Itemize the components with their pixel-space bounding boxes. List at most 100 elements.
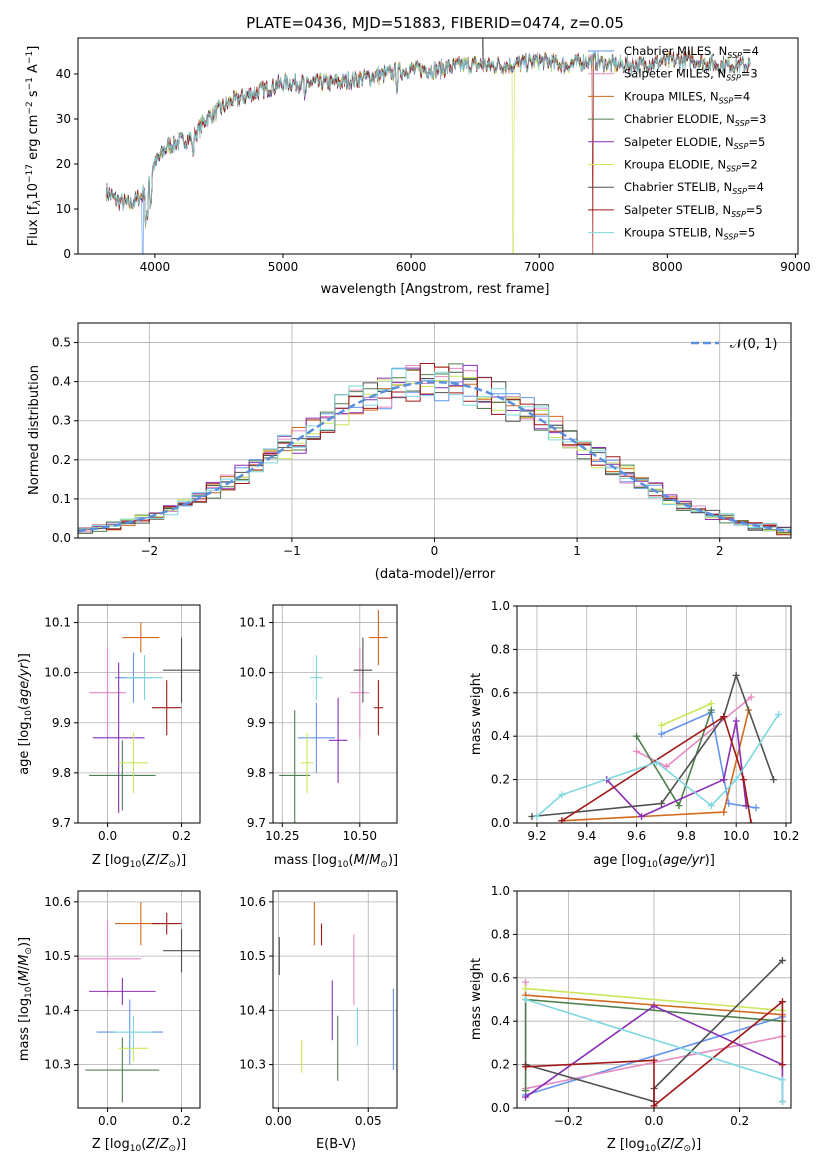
weight-line [561,715,752,823]
plus-marker [732,671,740,679]
plus-marker [522,1087,530,1095]
legend-label: Chabrier MILES, NSSP=4 [624,44,759,60]
y-tick-label: 1.0 [491,599,510,613]
plus-marker [558,817,566,823]
y-tick-label: 10 [56,202,71,216]
y-tick-label: 0.3 [52,414,71,428]
axes-frame [77,322,792,539]
y-tick-label: 10.5 [239,949,266,963]
plus-marker [522,985,530,993]
weight-line [525,1016,783,1096]
plus-marker [720,713,728,721]
axes-frame [77,37,799,255]
x-tick-label: 10.0 [723,829,750,843]
x-tick-label: 9.8 [677,829,696,843]
plus-marker [720,808,728,816]
y-tick-label: 0.6 [491,686,510,700]
x-axis-label: wavelength [Angstrom, rest frame] [321,282,550,297]
x-tick-label: 9000 [780,260,811,274]
histogram-steps [78,368,791,530]
x-tick-label: −1 [283,544,301,558]
plus-marker [638,812,646,820]
x-axis-label: E(B-V) [316,1137,356,1152]
x-axis-label: Z [log10(Z/Z⊙)] [92,1137,186,1154]
y-tick-label: 10.6 [239,895,266,909]
y-tick-label: 1.0 [491,884,510,898]
plus-marker [633,747,641,755]
y-tick-label: 0.2 [52,453,71,467]
axes-spectrum: 4000 5000 6000 7000 8000 9000 0 10 20 30 40 [56,37,811,274]
y-tick-label: 10.4 [239,1003,266,1017]
plot-area [528,671,783,823]
y-tick-label: 9.7 [247,816,266,830]
y-tick-label: 0.8 [491,642,510,656]
plus-marker [675,802,683,810]
x-tick-label: 0.2 [172,1114,191,1128]
weight-line [525,987,783,1012]
legend-label: Salpeter ELODIE, NSSP=5 [624,135,765,151]
plus-marker [707,700,715,708]
axes-frame [516,605,792,824]
x-tick-label: 0 [431,544,439,558]
axes-age-vs-mass: 10.25 10.50 9.7 9.8 9.9 10.0 10.1 [239,604,398,843]
plot-area [522,956,786,1108]
plus-marker [778,1061,786,1069]
y-tick-label: 0.8 [491,927,510,941]
axes-frame [77,890,201,1109]
plus-marker [747,819,755,823]
plus-marker [740,776,748,784]
y-axis-label: Normed distribution [27,365,42,495]
weight-line [661,711,757,809]
axes-mass-vs-Z: 0.0 0.2 10.3 10.4 10.5 10.6 [44,890,201,1128]
y-tick-label: 10.5 [44,949,71,963]
x-tick-label: 0.0 [644,1114,663,1128]
y-tick-label: 10.1 [44,616,71,630]
plot-area [78,901,200,1103]
legend-label: Kroupa STELIB, NSSP=5 [624,226,755,242]
weight-line [661,702,712,727]
plus-marker [533,812,541,820]
x-tick-label: 9.2 [527,829,546,843]
x-tick-label: 9.6 [627,829,646,843]
y-tick-label: 0.4 [491,729,510,743]
y-axis-label: age [log10(age/yr)] [17,653,34,775]
legend-label: Kroupa ELODIE, NSSP=2 [624,158,758,174]
plus-marker [752,804,760,812]
legend-label: Chabrier ELODIE, NSSP=3 [624,112,766,128]
plus-marker [778,1097,786,1105]
plus-marker [650,1002,658,1010]
y-tick-label: 0.0 [491,816,510,830]
y-axis-label: mass weight [469,958,484,1040]
spectrum-line [105,50,751,225]
y-tick-label: 0.5 [52,336,71,350]
x-tick-label: 0.2 [172,829,191,843]
x-axis-label: Z [log10(Z/Z⊙)] [607,1137,701,1154]
plus-marker [662,763,670,771]
y-tick-label: 30 [56,112,71,126]
plus-marker [778,998,786,1006]
plot-area [279,610,388,823]
x-tick-label: 5000 [268,260,299,274]
x-tick-label: 6000 [396,260,427,274]
plus-marker [747,693,755,701]
plus-marker [657,730,665,738]
x-tick-label: 0.00 [265,1114,292,1128]
y-tick-label: 10.6 [44,895,71,909]
plus-marker [652,758,660,766]
plus-marker [732,717,740,725]
plot-area [89,622,200,813]
y-tick-label: 10.4 [44,1003,71,1017]
plus-marker [707,706,715,714]
legend-label: Salpeter STELIB, NSSP=5 [624,203,763,219]
plus-marker [778,1076,786,1084]
x-tick-label: 0.05 [355,1114,382,1128]
plus-marker [778,956,786,964]
plot-area [278,901,394,1081]
axes-age-vs-Z: 0.0 0.2 9.7 9.8 9.9 10.0 10.1 [44,604,201,843]
weight-line [536,714,780,818]
axes-frame [272,890,398,1109]
plus-marker [522,1093,530,1101]
plus-marker [770,776,778,784]
axes-weight-vs-Z: −0.2 0.0 0.2 0.0 0.2 0.4 0.6 0.8 1.0 [491,884,792,1128]
